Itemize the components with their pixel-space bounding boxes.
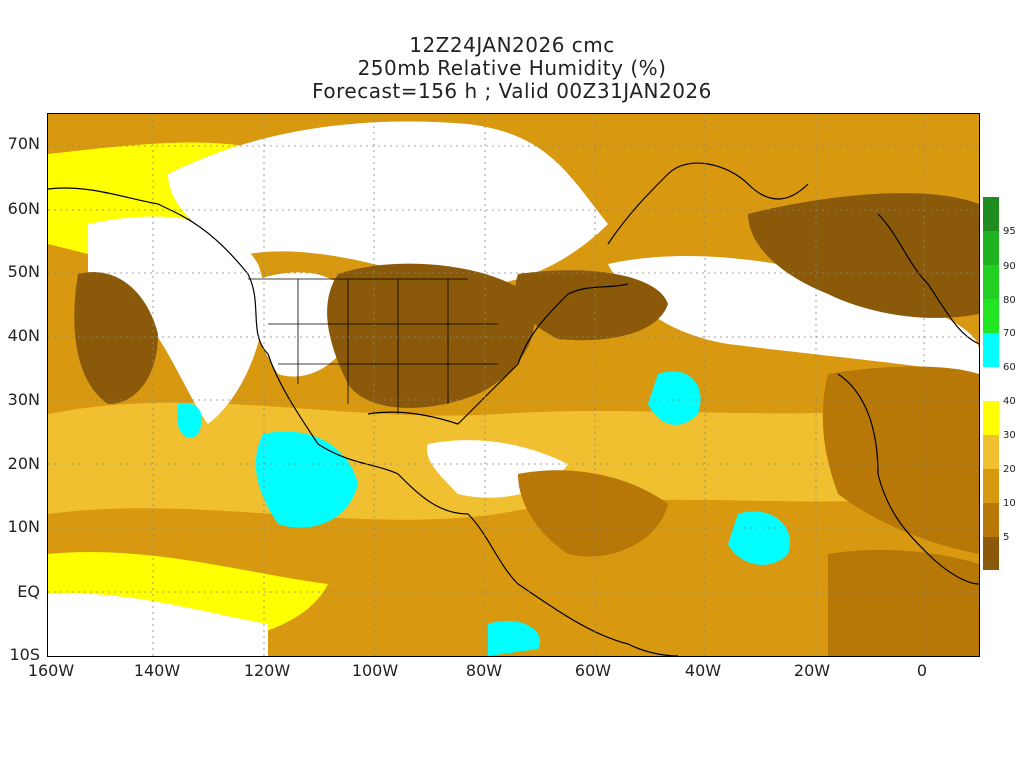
- y-label-eq: EQ: [17, 582, 40, 601]
- y-label-10s: 10S: [9, 645, 40, 664]
- colorbar-label-95: 95: [1003, 226, 1016, 237]
- colorbar-seg-0: [983, 197, 999, 231]
- graticule: [48, 114, 979, 656]
- colorbar-seg-7: [983, 435, 999, 469]
- map-title-line3: Forecast=156 h ; Valid 00Z31JAN2026: [312, 79, 712, 103]
- colorbar-seg-6: [983, 401, 999, 435]
- x-label-80w: 80W: [465, 661, 503, 680]
- humidity-map: [47, 113, 980, 657]
- map-title-line2: 250mb Relative Humidity (%): [357, 56, 667, 80]
- colorbar-seg-4: [983, 333, 999, 367]
- colorbar-label-40: 40: [1003, 396, 1016, 407]
- colorbar-seg-3: [983, 299, 999, 333]
- humidity-field: [48, 114, 979, 656]
- y-label-60n: 60N: [7, 199, 40, 218]
- y-label-70n: 70N: [7, 134, 40, 153]
- x-label-40w: 40W: [684, 661, 722, 680]
- colorbar-label-90: 90: [1003, 261, 1016, 272]
- coastlines: [48, 162, 979, 656]
- map-title-line1: 12Z24JAN2026 cmc: [409, 33, 615, 57]
- x-label-100w: 100W: [351, 661, 399, 680]
- x-label-160w: 160W: [27, 661, 75, 680]
- y-label-20n: 20N: [7, 454, 40, 473]
- colorbar-label-10: 10: [1003, 498, 1016, 509]
- y-label-30n: 30N: [7, 390, 40, 409]
- colorbar-seg-10: [983, 537, 999, 570]
- colorbar-seg-2: [983, 265, 999, 299]
- colorbar-label-80: 80: [1003, 295, 1016, 306]
- y-label-50n: 50N: [7, 262, 40, 281]
- colorbar-label-30: 30: [1003, 430, 1016, 441]
- colorbar-seg-8: [983, 469, 999, 503]
- y-label-10n: 10N: [7, 517, 40, 536]
- colorbar-label-20: 20: [1003, 464, 1016, 475]
- colorbar-label-60: 60: [1003, 362, 1016, 373]
- x-label-20w: 20W: [793, 661, 831, 680]
- x-label-0: 0: [916, 661, 928, 680]
- y-label-40n: 40N: [7, 326, 40, 345]
- colorbar-label-70: 70: [1003, 328, 1016, 339]
- colorbar-seg-5: [983, 367, 999, 401]
- colorbar-label-5: 5: [1003, 532, 1010, 543]
- x-label-60w: 60W: [574, 661, 612, 680]
- colorbar: [983, 197, 999, 570]
- x-label-120w: 120W: [243, 661, 291, 680]
- x-label-140w: 140W: [133, 661, 181, 680]
- borders: [248, 278, 498, 414]
- colorbar-seg-9: [983, 503, 999, 537]
- colorbar-seg-1: [983, 231, 999, 265]
